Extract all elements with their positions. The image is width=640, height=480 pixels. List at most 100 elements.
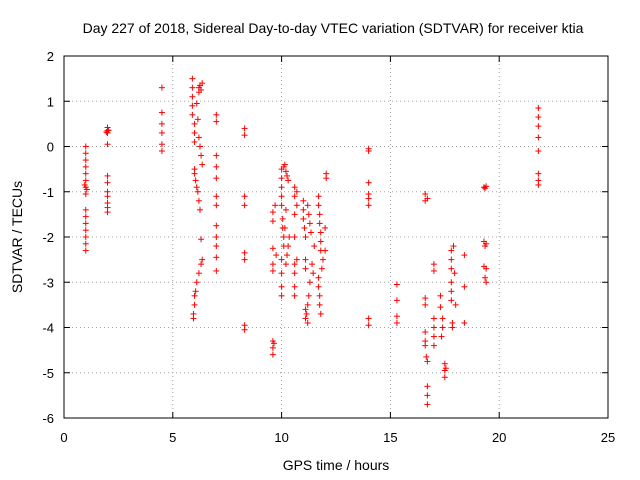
data-point — [158, 129, 165, 136]
data-point — [195, 270, 202, 277]
data-point — [291, 211, 298, 218]
data-point — [365, 202, 372, 209]
data-point — [293, 202, 300, 209]
y-tick-label: -6 — [42, 411, 54, 426]
data-point — [291, 234, 298, 240]
data-point — [305, 211, 312, 218]
data-point — [241, 132, 248, 139]
data-point — [422, 301, 429, 308]
data-point — [82, 143, 89, 150]
data-point — [438, 333, 445, 340]
data-point — [317, 229, 324, 236]
data-point — [437, 292, 444, 299]
data-point — [430, 333, 437, 340]
series-sdtvar — [81, 75, 542, 408]
data-point — [284, 252, 291, 259]
data-point — [291, 270, 298, 277]
data-point — [291, 184, 298, 191]
data-point — [315, 193, 322, 200]
chart-title: Day 227 of 2018, Sidereal Day-to-day VTE… — [83, 20, 584, 36]
data-point — [213, 267, 220, 274]
y-tick-label: 1 — [47, 94, 54, 109]
data-point — [302, 315, 309, 322]
data-point — [213, 118, 220, 125]
data-point — [306, 279, 313, 286]
data-point — [300, 197, 307, 204]
data-point — [213, 175, 220, 182]
data-point — [535, 134, 542, 141]
data-point — [282, 168, 289, 175]
data-point — [241, 326, 248, 333]
data-point — [307, 229, 314, 236]
data-point — [269, 351, 276, 358]
data-point — [195, 89, 202, 96]
x-tick-label: 0 — [60, 430, 67, 445]
data-point — [461, 252, 468, 259]
y-tick-label: -3 — [42, 275, 54, 290]
data-point — [195, 197, 202, 204]
data-point — [322, 247, 329, 254]
data-point — [315, 202, 322, 209]
data-point — [393, 281, 400, 288]
data-point — [452, 301, 459, 308]
data-point — [291, 193, 298, 200]
data-point — [310, 270, 317, 277]
data-point — [193, 100, 200, 107]
data-point — [535, 148, 542, 155]
data-point — [241, 202, 248, 209]
data-series — [81, 75, 542, 408]
grid — [64, 56, 608, 418]
data-point — [280, 234, 287, 240]
data-point — [449, 324, 456, 331]
data-point — [318, 265, 325, 272]
data-point — [213, 254, 220, 261]
data-point — [365, 195, 372, 202]
data-point — [194, 188, 201, 195]
data-point — [365, 322, 372, 329]
data-point — [430, 342, 437, 349]
data-point — [213, 234, 220, 240]
data-point — [461, 283, 468, 290]
data-point — [301, 224, 308, 231]
data-point — [302, 234, 309, 240]
data-point — [198, 152, 205, 159]
data-point — [269, 209, 276, 216]
data-point — [430, 324, 437, 331]
data-point — [291, 292, 298, 299]
data-point — [197, 206, 203, 213]
data-point — [293, 188, 300, 195]
data-point — [194, 116, 201, 123]
data-point — [198, 261, 205, 268]
y-tick-label: 2 — [47, 49, 54, 64]
data-point — [535, 105, 542, 112]
data-point — [104, 172, 111, 179]
data-point — [441, 360, 448, 367]
data-point — [82, 206, 89, 213]
data-point — [306, 220, 313, 227]
data-point — [278, 256, 285, 263]
x-axis-label: GPS time / hours — [283, 457, 390, 473]
data-point — [213, 152, 220, 159]
axis-ticks: 0 5 10 15 20 25 -6 -5 -4 -3 -2 -1 0 1 2 — [42, 49, 615, 445]
data-point — [441, 374, 448, 381]
data-point — [483, 265, 490, 272]
data-point — [191, 129, 198, 136]
data-point — [158, 120, 165, 127]
data-point — [158, 109, 165, 116]
data-point — [300, 215, 307, 222]
data-point — [82, 163, 89, 170]
x-tick-label: 20 — [492, 430, 506, 445]
data-point — [442, 365, 449, 372]
y-tick-label: 0 — [47, 140, 54, 155]
data-point — [393, 319, 400, 326]
data-point — [430, 315, 437, 322]
data-point — [269, 267, 276, 274]
data-point — [424, 383, 431, 390]
data-point — [189, 84, 196, 91]
y-axis-label: SDTVAR / TECUs — [9, 181, 25, 293]
data-point — [191, 292, 198, 299]
x-tick-label: 10 — [274, 430, 288, 445]
data-point — [535, 181, 542, 188]
y-tick-label: -2 — [42, 230, 54, 245]
